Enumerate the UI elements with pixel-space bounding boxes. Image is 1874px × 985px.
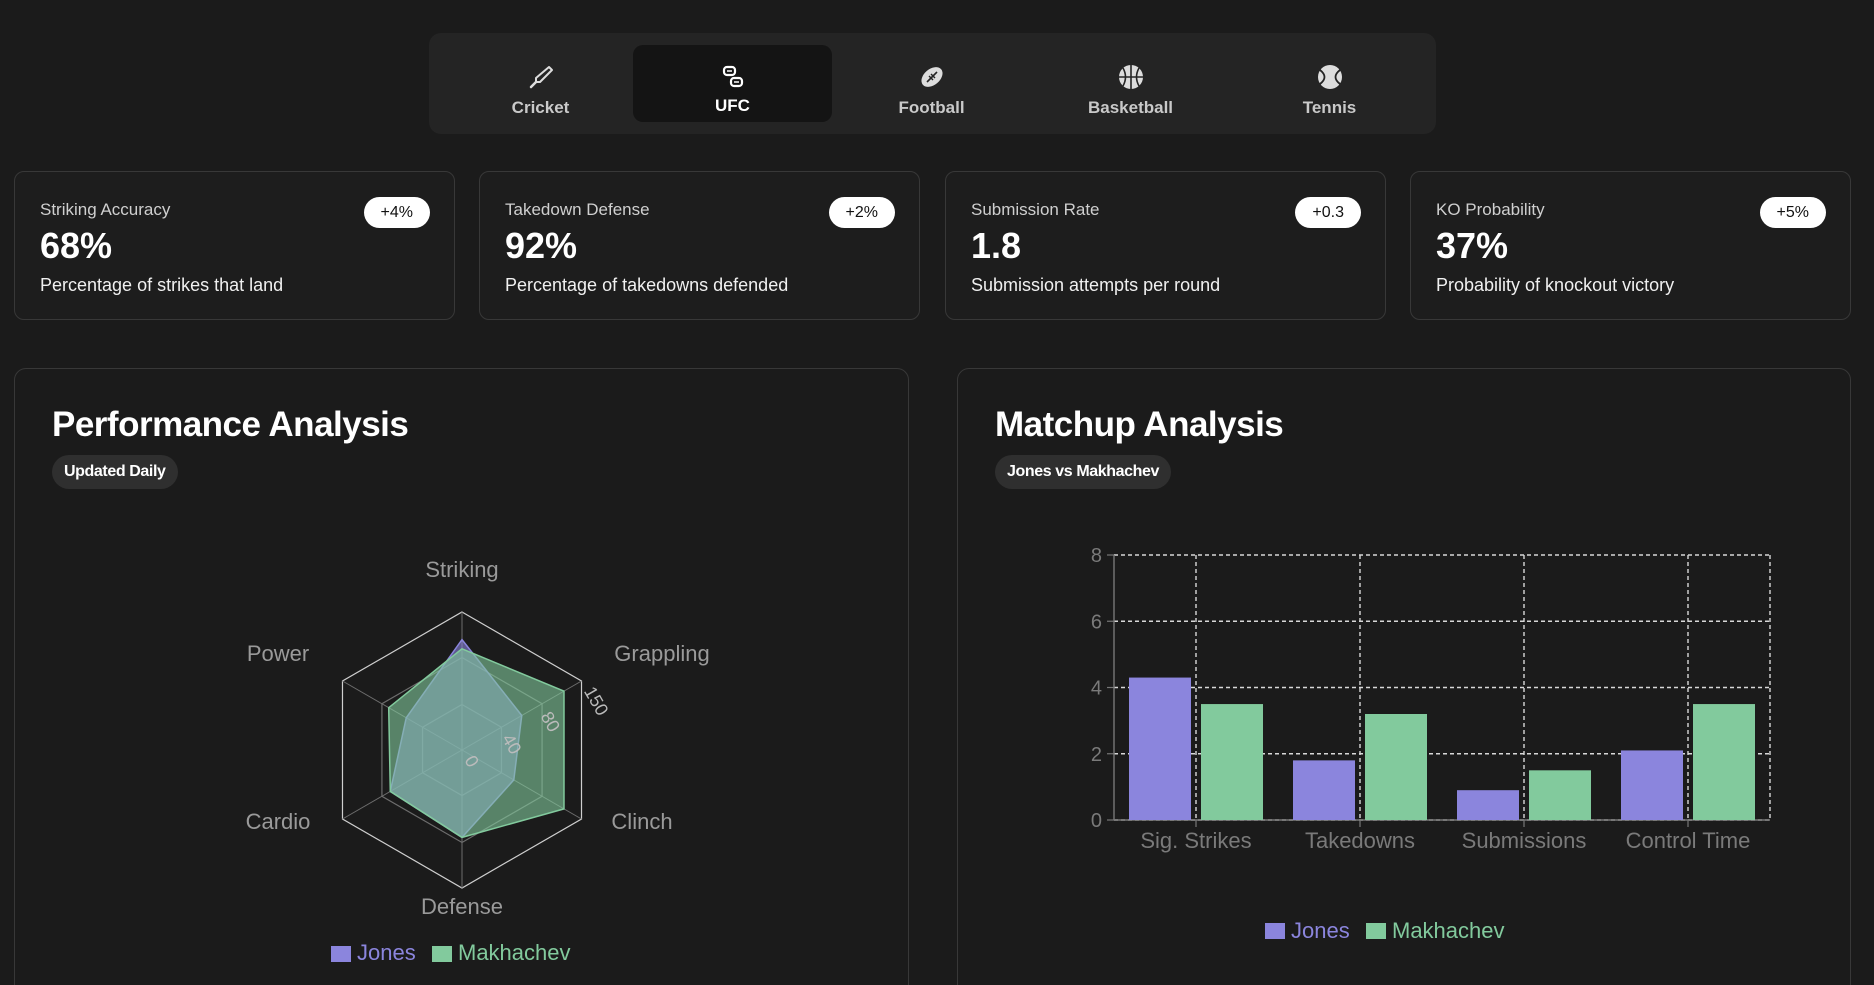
stat-title: KO Probability — [1436, 200, 1545, 219]
legend-swatch — [1366, 923, 1386, 939]
radar-series-makhachev — [387, 647, 565, 839]
bar-jones — [1621, 750, 1683, 820]
stat-value: 37% — [1436, 225, 1509, 266]
bar-makhachev — [1693, 704, 1755, 820]
stat-card-ko-probability: KO Probability 37% Probability of knocko… — [1410, 171, 1851, 320]
x-tick-label: Submissions — [1462, 828, 1587, 853]
cricket-bat-icon — [529, 66, 553, 89]
bar-jones — [1129, 677, 1191, 820]
stat-change-badge: +0.3 — [1295, 197, 1361, 228]
basketball-icon — [1118, 65, 1143, 89]
radar-axis-label: Power — [247, 641, 309, 666]
stat-description: Submission attempts per round — [971, 275, 1221, 295]
radar-axis-label: Defense — [421, 894, 503, 919]
radar-chart: Striking Grappling Clinch Defense Cardio Powe… — [246, 557, 710, 965]
tab-basketball[interactable]: Basketball — [1031, 45, 1230, 122]
performance-panel: Performance Analysis Updated Daily Strik… — [14, 368, 909, 985]
radar-axis-label: Grappling — [614, 641, 709, 666]
stat-card-submission-rate: Submission Rate 1.8 Submission attempts … — [945, 171, 1386, 320]
stat-change-badge: +5% — [1759, 197, 1826, 228]
y-tick-label: 4 — [1091, 678, 1102, 700]
tennis-ball-icon — [1317, 65, 1342, 89]
football-icon — [920, 67, 943, 87]
bar-jones — [1457, 790, 1519, 820]
y-tick-label: 8 — [1091, 545, 1102, 567]
stat-value: 68% — [40, 225, 113, 266]
panel-title: Matchup Analysis — [995, 405, 1284, 444]
stat-value: 92% — [505, 225, 578, 266]
sport-tabs: Cricket UFC Football Basketball — [429, 33, 1436, 134]
stat-description: Percentage of takedowns defended — [505, 275, 789, 295]
y-tick-label: 2 — [1091, 744, 1102, 766]
tab-label: Basketball — [1087, 98, 1174, 117]
bar-makhachev — [1365, 714, 1427, 820]
stat-card-striking-accuracy: Striking Accuracy 68% Percentage of stri… — [14, 171, 455, 320]
stat-description: Percentage of strikes that land — [40, 275, 284, 295]
stat-title: Submission Rate — [971, 200, 1100, 219]
x-tick-label: Takedowns — [1305, 828, 1415, 853]
stat-title: Striking Accuracy — [40, 200, 171, 219]
updated-badge: Updated Daily — [52, 455, 178, 489]
legend-label: Jones — [357, 940, 416, 965]
x-tick-label: Sig. Strikes — [1140, 828, 1251, 853]
tab-label: UFC — [715, 96, 750, 115]
matchup-badge: Jones vs Makhachev — [995, 455, 1171, 489]
radar-tick-label: 150 — [580, 683, 612, 719]
y-tick-label: 0 — [1091, 810, 1102, 832]
tab-label: Football — [898, 98, 965, 117]
stat-title: Takedown Defense — [505, 200, 650, 219]
tab-ufc[interactable]: UFC — [633, 45, 832, 122]
legend-label: Jones — [1291, 918, 1350, 943]
matchup-panel: Matchup Analysis Jones vs Makhachev 0 2 4 6… — [957, 368, 1851, 985]
radar-axis-label: Cardio — [246, 809, 311, 834]
bar-chart: 0 2 4 6 8 Sig. Strikes Takedowns Submissions Con… — [1091, 545, 1771, 943]
ufc-icon — [722, 65, 743, 88]
radar-axis-label: Clinch — [611, 809, 672, 834]
panel-title: Performance Analysis — [52, 405, 409, 444]
tab-label: Tennis — [1302, 98, 1357, 117]
stat-change-badge: +4% — [363, 197, 430, 228]
bar-makhachev — [1529, 770, 1591, 820]
bar-makhachev — [1201, 704, 1263, 820]
legend-label: Makhachev — [1392, 918, 1505, 943]
legend-label: Makhachev — [458, 940, 571, 965]
stat-change-badge: +2% — [828, 197, 895, 228]
tab-tennis[interactable]: Tennis — [1230, 45, 1429, 122]
radar-axis-label: Striking — [425, 557, 498, 582]
stat-value: 1.8 — [971, 225, 1022, 266]
legend-swatch — [1265, 923, 1285, 939]
tab-football[interactable]: Football — [832, 45, 1031, 122]
stat-card-takedown-defense: Takedown Defense 92% Percentage of taked… — [479, 171, 920, 320]
bar-jones — [1293, 760, 1355, 820]
tab-label: Cricket — [511, 98, 570, 117]
legend-swatch — [432, 946, 452, 962]
stat-description: Probability of knockout victory — [1436, 275, 1675, 295]
x-tick-label: Control Time — [1626, 828, 1751, 853]
legend-swatch — [331, 946, 351, 962]
y-tick-label: 6 — [1091, 611, 1102, 633]
tab-cricket[interactable]: Cricket — [441, 45, 640, 122]
